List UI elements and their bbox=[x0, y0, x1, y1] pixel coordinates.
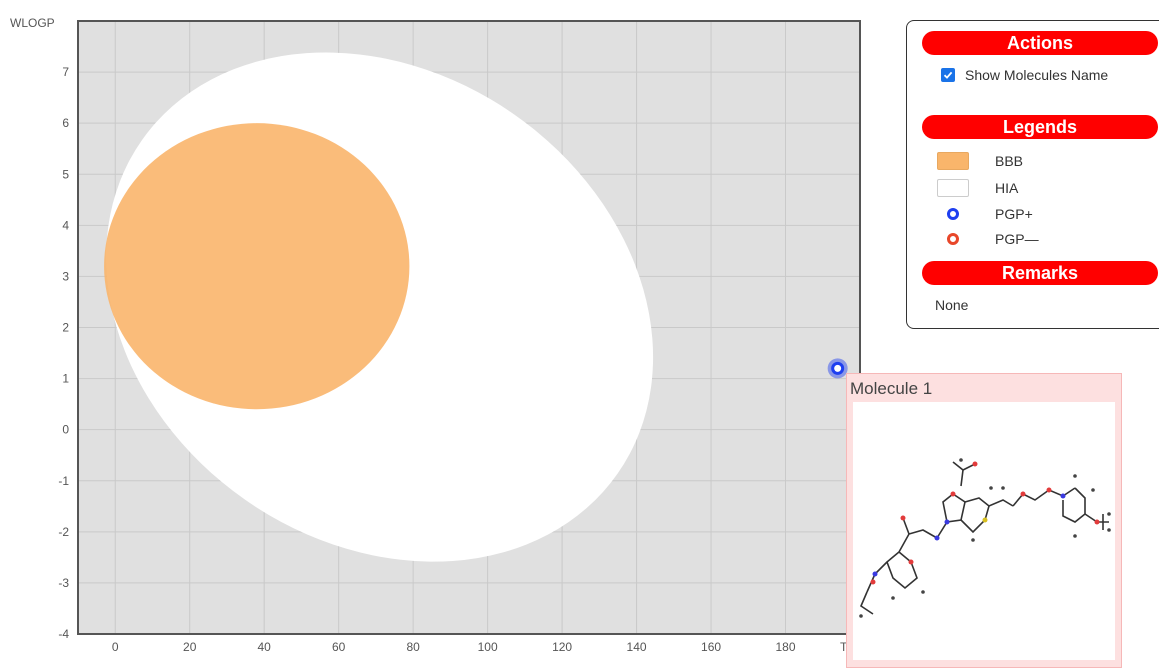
x-tick-label: 120 bbox=[552, 640, 572, 654]
molecule-point[interactable] bbox=[831, 361, 845, 375]
y-tick-label: 3 bbox=[62, 269, 69, 283]
show-names-option[interactable]: Show Molecules Name bbox=[941, 67, 1108, 83]
legend-item-hia: HIA bbox=[937, 179, 1018, 197]
checkmark-icon bbox=[943, 71, 953, 79]
show-names-label[interactable]: Show Molecules Name bbox=[965, 67, 1109, 83]
legends-header: Legends bbox=[922, 115, 1158, 139]
legend-label-bbb: BBB bbox=[995, 153, 1024, 169]
pgp-plus-marker-icon bbox=[937, 205, 969, 223]
regions bbox=[104, 52, 654, 562]
legend-label-hia: HIA bbox=[995, 180, 1019, 196]
show-names-checkbox[interactable] bbox=[941, 68, 955, 82]
y-tick-label: 1 bbox=[62, 372, 69, 386]
x-tick-label: 140 bbox=[627, 640, 647, 654]
legend-item-pgp-plus: PGP+ bbox=[937, 205, 1033, 223]
y-tick-label: -3 bbox=[58, 576, 69, 590]
y-tick-label: 7 bbox=[62, 65, 69, 79]
remarks-text: None bbox=[935, 297, 969, 313]
side-panel: Actions Show Molecules Name Legends BBB … bbox=[906, 20, 1159, 329]
molecule-structure-image bbox=[853, 402, 1115, 660]
x-tick-label: 20 bbox=[183, 640, 197, 654]
x-tick-label: 160 bbox=[701, 640, 721, 654]
y-tick-label: -2 bbox=[58, 525, 69, 539]
x-tick-label: 100 bbox=[478, 640, 498, 654]
pgp-minus-marker-icon bbox=[937, 230, 969, 248]
legend-item-pgp-minus: PGP— bbox=[937, 230, 1039, 248]
plot-frame bbox=[77, 20, 861, 635]
y-tick-label: 4 bbox=[62, 218, 69, 232]
y-tick-label: 5 bbox=[62, 167, 69, 181]
y-tick-label: 2 bbox=[62, 321, 69, 335]
tick-labels: 0 20 40 60 80 100 120 140 160 180 -4 -3 -2 -1 0 1 2 3 4 5 6 7 bbox=[58, 65, 796, 654]
bbb-region bbox=[104, 123, 410, 410]
y-tick-label: -4 bbox=[58, 627, 69, 641]
legend-label-pgp-minus: PGP— bbox=[995, 231, 1039, 247]
molecule-structure-icon bbox=[859, 458, 1111, 618]
molecule-name: Molecule 1 bbox=[850, 379, 933, 398]
hia-swatch bbox=[937, 179, 969, 197]
remarks-header: Remarks bbox=[922, 261, 1158, 285]
x-tick-label: 60 bbox=[332, 640, 346, 654]
y-tick-label: -1 bbox=[58, 474, 69, 488]
y-tick-label: 0 bbox=[62, 423, 69, 437]
x-tick-label: 40 bbox=[258, 640, 272, 654]
molecule-tooltip: Molecule 1 bbox=[846, 373, 1122, 668]
bbb-swatch bbox=[937, 152, 969, 170]
x-tick-label: 180 bbox=[776, 640, 796, 654]
x-tick-label: 0 bbox=[112, 640, 119, 654]
data-points bbox=[827, 358, 848, 379]
legend-item-bbb: BBB bbox=[937, 152, 1023, 170]
y-tick-label: 6 bbox=[62, 116, 69, 130]
actions-header: Actions bbox=[922, 31, 1158, 55]
legend-label-pgp-plus: PGP+ bbox=[995, 206, 1033, 222]
x-tick-label: 80 bbox=[406, 640, 420, 654]
y-axis-title: WLOGP bbox=[10, 16, 55, 30]
